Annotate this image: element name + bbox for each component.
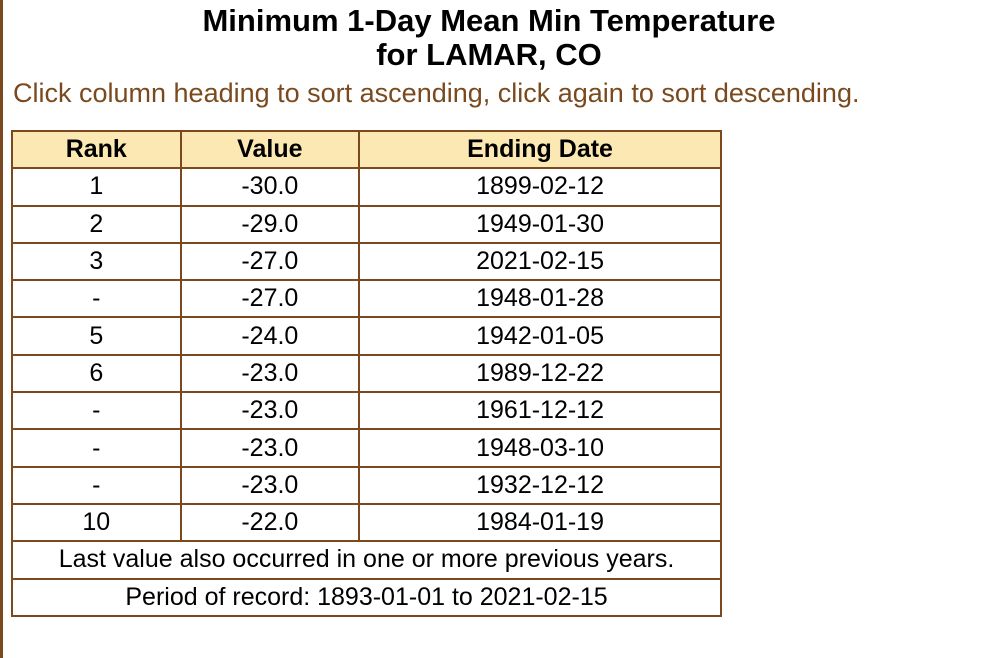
period-row: Period of record: 1893-01-01 to 2021-02-… bbox=[11, 577, 722, 617]
rank-cell: - bbox=[11, 279, 182, 319]
table-row: - -23.0 1961-12-12 bbox=[11, 391, 722, 431]
table-row: 6 -23.0 1989-12-22 bbox=[11, 353, 722, 394]
value-cell: -27.0 bbox=[179, 241, 361, 282]
table-row: - -27.0 1948-01-28 bbox=[11, 279, 722, 319]
period-of-record: Period of record: 1893-01-01 to 2021-02-… bbox=[11, 577, 722, 617]
date-cell: 2021-02-15 bbox=[358, 241, 722, 282]
value-cell: -22.0 bbox=[179, 502, 361, 543]
rank-cell: 10 bbox=[11, 502, 182, 543]
date-cell: 1961-12-12 bbox=[358, 391, 722, 431]
sort-instructions: Click column heading to sort ascending, … bbox=[13, 78, 860, 108]
records-table: Rank Value Ending Date 1 -30.0 1899-02-1… bbox=[11, 129, 722, 617]
date-cell: 1984-01-19 bbox=[358, 502, 722, 543]
table-row: - -23.0 1932-12-12 bbox=[11, 465, 722, 505]
table-row: 5 -24.0 1942-01-05 bbox=[11, 316, 722, 356]
rank-cell: 2 bbox=[11, 204, 182, 244]
rank-cell: 6 bbox=[11, 353, 182, 394]
footnote-row: Last value also occurred in one or more … bbox=[11, 540, 722, 580]
value-cell: -23.0 bbox=[179, 391, 361, 431]
rank-cell: 3 bbox=[11, 241, 182, 282]
date-cell: 1949-01-30 bbox=[358, 204, 722, 244]
table-row: 2 -29.0 1949-01-30 bbox=[11, 204, 722, 244]
table-header-row: Rank Value Ending Date bbox=[11, 129, 722, 170]
footnote-text: Last value also occurred in one or more … bbox=[11, 540, 722, 580]
date-cell: 1942-01-05 bbox=[358, 316, 722, 356]
table-row: 3 -27.0 2021-02-15 bbox=[11, 241, 722, 282]
value-cell: -29.0 bbox=[179, 204, 361, 244]
rank-cell: - bbox=[11, 465, 182, 505]
date-cell: 1899-02-12 bbox=[358, 167, 722, 207]
value-cell: -23.0 bbox=[179, 465, 361, 505]
page-title: Minimum 1-Day Mean Min Temperature bbox=[202, 3, 776, 38]
rank-cell: 5 bbox=[11, 316, 182, 356]
date-cell: 1948-01-28 bbox=[358, 279, 722, 319]
rank-cell: 1 bbox=[11, 167, 182, 207]
value-column-header[interactable]: Value bbox=[179, 129, 361, 170]
page-subtitle-station: for LAMAR, CO bbox=[376, 37, 602, 72]
date-cell: 1932-12-12 bbox=[358, 465, 722, 505]
value-cell: -23.0 bbox=[179, 353, 361, 394]
value-cell: -23.0 bbox=[179, 428, 361, 468]
ending-date-column-header[interactable]: Ending Date bbox=[358, 129, 722, 170]
value-cell: -27.0 bbox=[179, 279, 361, 319]
page-left-border bbox=[0, 0, 3, 658]
rank-cell: - bbox=[11, 428, 182, 468]
value-cell: -24.0 bbox=[179, 316, 361, 356]
date-cell: 1989-12-22 bbox=[358, 353, 722, 394]
table-row: - -23.0 1948-03-10 bbox=[11, 428, 722, 468]
date-cell: 1948-03-10 bbox=[358, 428, 722, 468]
value-cell: -30.0 bbox=[179, 167, 361, 207]
rank-column-header[interactable]: Rank bbox=[11, 129, 182, 170]
table-row: 10 -22.0 1984-01-19 bbox=[11, 502, 722, 543]
table-row: 1 -30.0 1899-02-12 bbox=[11, 167, 722, 207]
rank-cell: - bbox=[11, 391, 182, 431]
